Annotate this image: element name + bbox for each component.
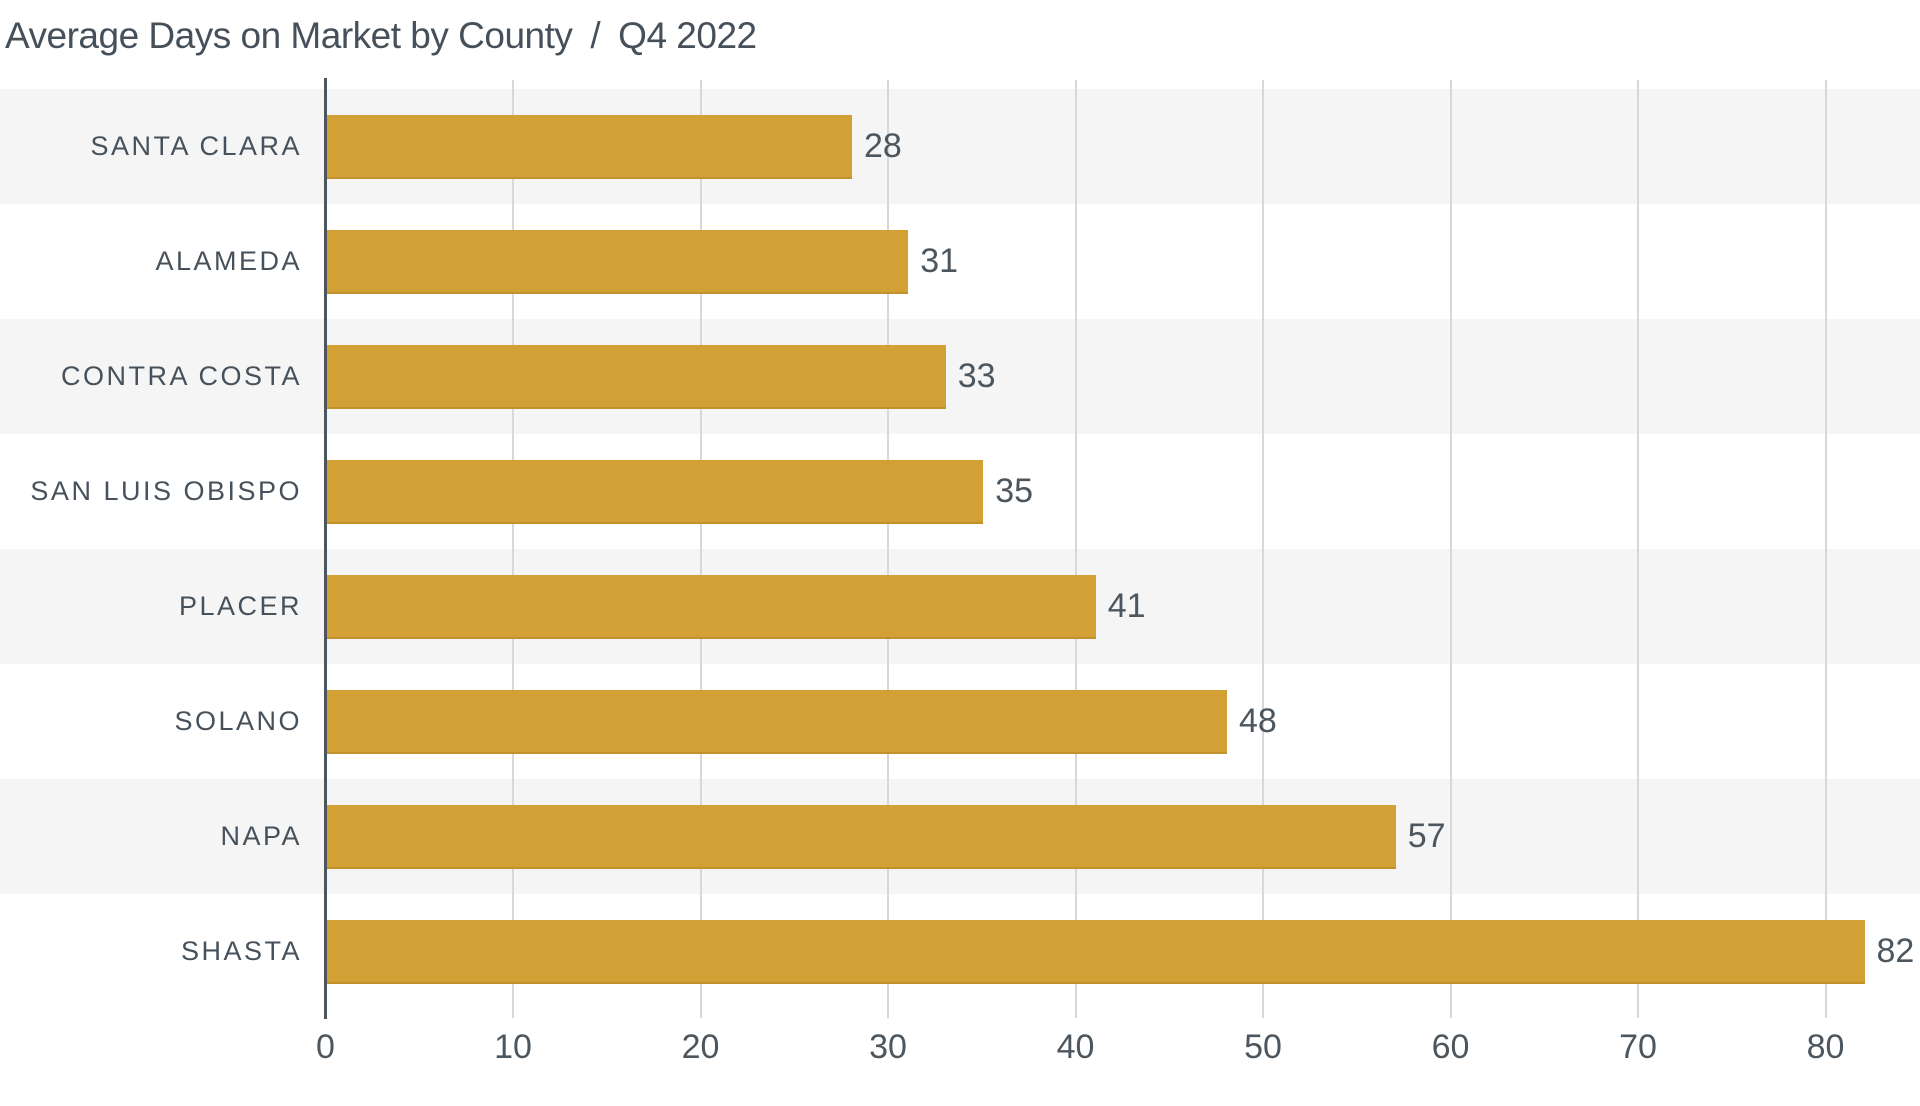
bar bbox=[327, 344, 946, 409]
x-tick-label: 30 bbox=[869, 1028, 907, 1066]
bar-value-label: 35 bbox=[995, 472, 1034, 510]
gridline bbox=[699, 80, 702, 1018]
bar bbox=[327, 689, 1227, 754]
y-axis-line bbox=[324, 78, 327, 1019]
chart-period: Q4 2022 bbox=[618, 15, 757, 56]
category-label: ALAMEDA bbox=[155, 246, 302, 276]
bar-value-label: 33 bbox=[957, 357, 996, 395]
gridline bbox=[1637, 80, 1639, 1018]
bar bbox=[327, 574, 1096, 639]
category-label: CONTRA COSTA bbox=[60, 361, 302, 391]
bar-value-label: 48 bbox=[1239, 702, 1277, 740]
category-label: SOLANO bbox=[174, 706, 302, 736]
category-label: SAN LUIS OBISPO bbox=[30, 476, 302, 506]
bar-value-label: 28 bbox=[864, 127, 902, 165]
x-tick-label: 40 bbox=[1056, 1028, 1095, 1066]
x-tick-label: 20 bbox=[681, 1028, 720, 1066]
row-stripe bbox=[0, 319, 1920, 434]
x-tick-label: 10 bbox=[494, 1028, 532, 1066]
gridline bbox=[1262, 80, 1264, 1018]
bar-value-label: 41 bbox=[1107, 587, 1146, 625]
x-tick-label: 80 bbox=[1806, 1028, 1845, 1066]
bar-value-label: 82 bbox=[1876, 932, 1915, 970]
category-label: SANTA CLARA bbox=[90, 131, 302, 161]
gridline bbox=[1074, 80, 1077, 1018]
title-separator: / bbox=[590, 15, 601, 56]
category-label: PLACER bbox=[178, 591, 302, 621]
row-stripe bbox=[0, 89, 1920, 204]
bar-value-label: 57 bbox=[1407, 817, 1446, 855]
chart-title: Average Days on Market by County / Q4 2022 bbox=[5, 14, 757, 58]
bar-value-label: 31 bbox=[920, 242, 959, 280]
x-tick-label: 70 bbox=[1619, 1028, 1657, 1066]
bar bbox=[327, 229, 909, 294]
gridline bbox=[512, 80, 514, 1018]
x-tick-label: 50 bbox=[1244, 1028, 1282, 1066]
gridline bbox=[887, 80, 889, 1018]
bar bbox=[327, 804, 1396, 869]
gridline bbox=[1824, 80, 1827, 1018]
bar bbox=[327, 114, 852, 179]
chart-title-text: Average Days on Market by County bbox=[5, 15, 573, 56]
bar bbox=[327, 459, 984, 524]
x-tick-label: 60 bbox=[1431, 1028, 1470, 1066]
x-tick-label: 0 bbox=[316, 1028, 335, 1066]
bar bbox=[327, 919, 1865, 984]
gridline bbox=[1449, 80, 1452, 1018]
category-label: SHASTA bbox=[180, 936, 302, 966]
category-label: NAPA bbox=[220, 821, 302, 851]
